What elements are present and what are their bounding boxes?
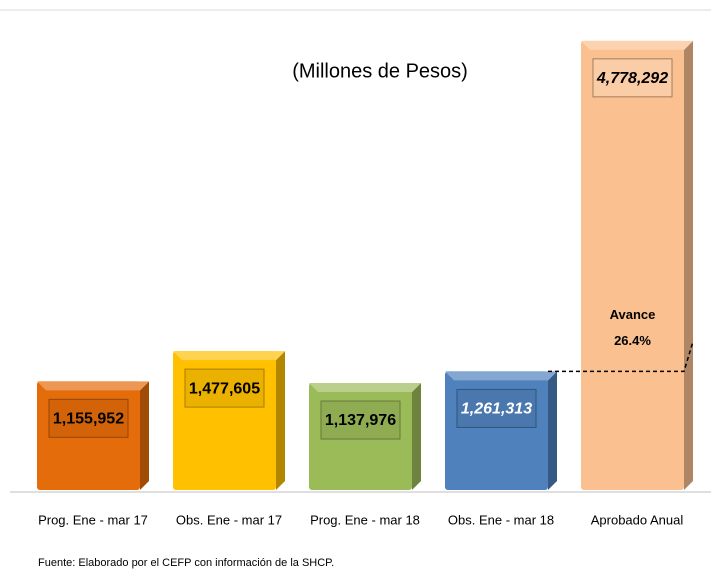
bar-top	[445, 371, 557, 381]
annotation-value: 26.4%	[614, 333, 651, 348]
value-label-box	[592, 58, 673, 98]
x-tick-label: Prog. Ene - mar 17	[38, 512, 148, 527]
value-label: 1,477,605	[189, 380, 260, 397]
annotation-text: Avance	[610, 307, 656, 322]
x-tick-label: Obs. Ene - mar 17	[176, 512, 282, 527]
bar-side	[548, 371, 557, 490]
source-note: Fuente: Elaborado por el CEFP con inform…	[38, 557, 334, 569]
value-label-box	[320, 400, 401, 440]
x-tick-label: Obs. Ene - mar 18	[448, 512, 554, 527]
chart-title: (Millones de Pesos)	[292, 60, 468, 82]
value-label-box	[184, 368, 265, 408]
value-label: 1,155,952	[53, 411, 124, 428]
progress-line	[548, 341, 694, 373]
x-tick-label: Prog. Ene - mar 18	[310, 512, 420, 527]
value-label: 1,261,313	[461, 401, 532, 418]
value-label-box	[456, 388, 537, 428]
value-label-box	[48, 398, 129, 438]
bar-side	[412, 383, 421, 490]
bar-top	[37, 381, 149, 391]
bar-top	[173, 351, 285, 361]
value-label: 1,137,976	[325, 412, 396, 429]
bar-side	[140, 381, 149, 490]
bar-top	[581, 40, 693, 50]
value-label: 4,778,292	[596, 70, 668, 87]
bar-top	[309, 383, 421, 393]
bar-side	[276, 351, 285, 490]
bar-side	[684, 40, 693, 491]
x-tick-label: Aprobado Anual	[591, 512, 684, 527]
bar	[581, 40, 684, 491]
